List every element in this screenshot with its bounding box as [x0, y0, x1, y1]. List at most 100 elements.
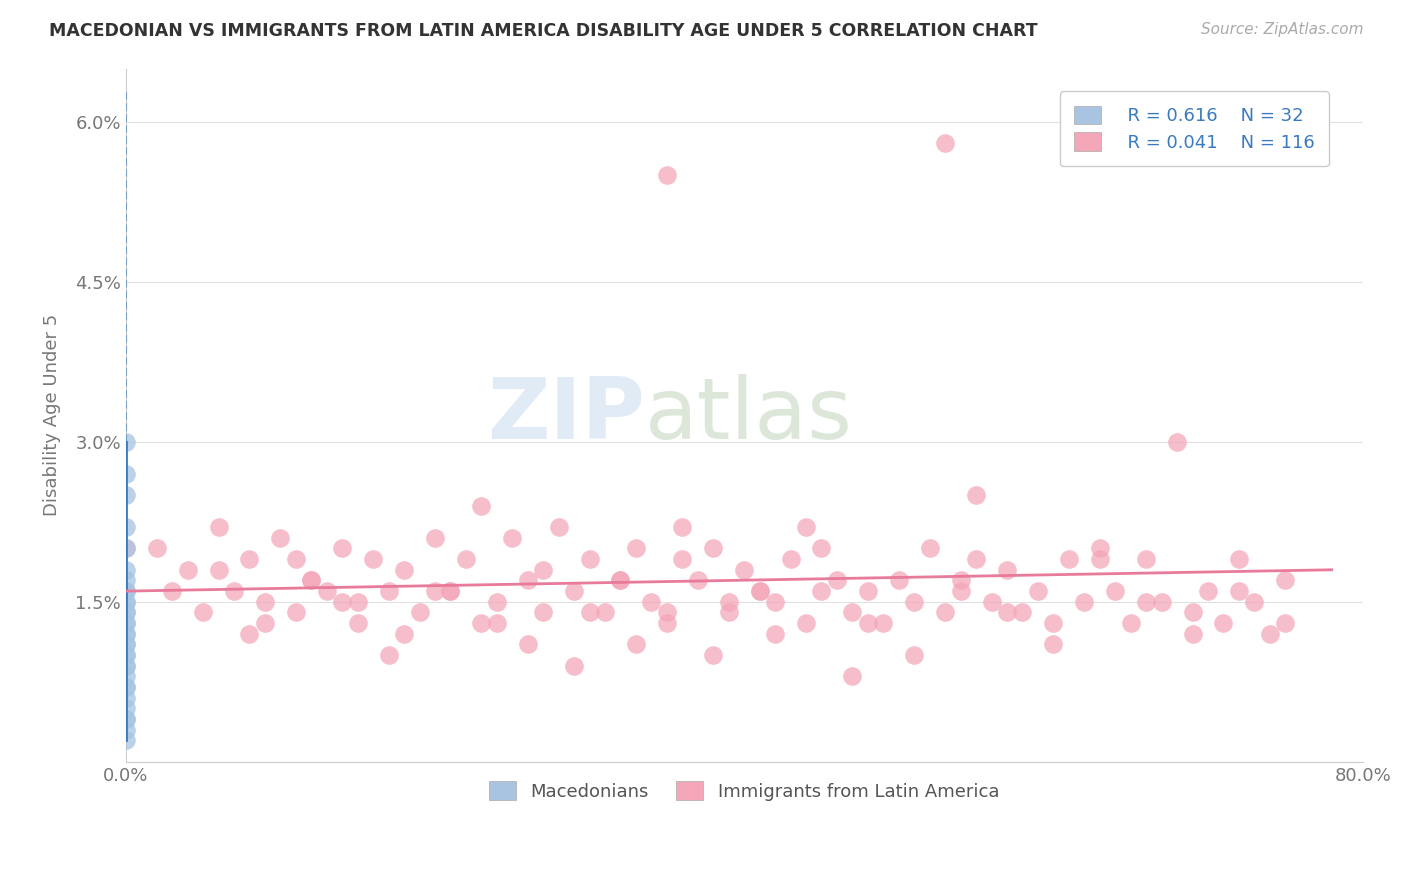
Point — [578, 606, 600, 620]
Point — [114, 627, 136, 641]
Point — [114, 680, 136, 694]
Point — [1243, 595, 1265, 609]
Point — [748, 584, 770, 599]
Point — [423, 531, 446, 545]
Point — [114, 690, 136, 705]
Point — [794, 616, 817, 631]
Point — [299, 574, 322, 588]
Point — [624, 541, 647, 556]
Point — [145, 541, 167, 556]
Point — [114, 606, 136, 620]
Point — [1258, 627, 1281, 641]
Point — [114, 627, 136, 641]
Text: atlas: atlas — [645, 374, 853, 457]
Point — [485, 616, 508, 631]
Point — [640, 595, 662, 609]
Point — [114, 637, 136, 651]
Point — [1135, 595, 1157, 609]
Point — [330, 541, 353, 556]
Point — [114, 467, 136, 481]
Point — [516, 637, 538, 651]
Point — [253, 616, 276, 631]
Point — [965, 552, 987, 566]
Point — [995, 563, 1018, 577]
Point — [531, 606, 554, 620]
Legend: Macedonians, Immigrants from Latin America: Macedonians, Immigrants from Latin Ameri… — [475, 767, 1014, 815]
Point — [114, 595, 136, 609]
Y-axis label: Disability Age Under 5: Disability Age Under 5 — [44, 314, 60, 516]
Point — [1073, 595, 1095, 609]
Point — [733, 563, 755, 577]
Point — [253, 595, 276, 609]
Point — [176, 563, 198, 577]
Point — [377, 584, 399, 599]
Point — [763, 627, 786, 641]
Point — [531, 563, 554, 577]
Point — [980, 595, 1002, 609]
Point — [562, 658, 585, 673]
Point — [825, 574, 848, 588]
Point — [1135, 552, 1157, 566]
Point — [377, 648, 399, 662]
Point — [887, 574, 910, 588]
Point — [779, 552, 801, 566]
Point — [114, 712, 136, 726]
Point — [934, 136, 956, 151]
Point — [856, 616, 879, 631]
Point — [1104, 584, 1126, 599]
Point — [299, 574, 322, 588]
Point — [392, 627, 415, 641]
Point — [562, 584, 585, 599]
Point — [114, 541, 136, 556]
Point — [609, 574, 631, 588]
Text: ZIP: ZIP — [488, 374, 645, 457]
Point — [810, 541, 832, 556]
Point — [1212, 616, 1234, 631]
Point — [903, 648, 925, 662]
Point — [114, 434, 136, 449]
Point — [330, 595, 353, 609]
Point — [114, 669, 136, 683]
Point — [1197, 584, 1219, 599]
Point — [114, 616, 136, 631]
Point — [222, 584, 245, 599]
Point — [501, 531, 523, 545]
Point — [949, 574, 972, 588]
Point — [995, 606, 1018, 620]
Point — [655, 168, 678, 182]
Point — [702, 541, 724, 556]
Point — [114, 584, 136, 599]
Point — [717, 606, 740, 620]
Point — [1181, 606, 1204, 620]
Point — [114, 520, 136, 534]
Point — [392, 563, 415, 577]
Point — [207, 563, 229, 577]
Point — [269, 531, 291, 545]
Point — [903, 595, 925, 609]
Point — [810, 584, 832, 599]
Point — [114, 606, 136, 620]
Point — [1274, 574, 1296, 588]
Point — [454, 552, 477, 566]
Point — [439, 584, 461, 599]
Point — [114, 541, 136, 556]
Point — [408, 606, 430, 620]
Point — [207, 520, 229, 534]
Point — [284, 606, 307, 620]
Point — [114, 723, 136, 737]
Point — [671, 552, 693, 566]
Point — [547, 520, 569, 534]
Point — [763, 595, 786, 609]
Point — [717, 595, 740, 609]
Point — [423, 584, 446, 599]
Point — [1274, 616, 1296, 631]
Point — [516, 574, 538, 588]
Point — [1227, 584, 1250, 599]
Point — [1227, 552, 1250, 566]
Point — [918, 541, 941, 556]
Point — [593, 606, 616, 620]
Point — [470, 616, 492, 631]
Point — [1011, 606, 1033, 620]
Point — [1042, 637, 1064, 651]
Point — [655, 606, 678, 620]
